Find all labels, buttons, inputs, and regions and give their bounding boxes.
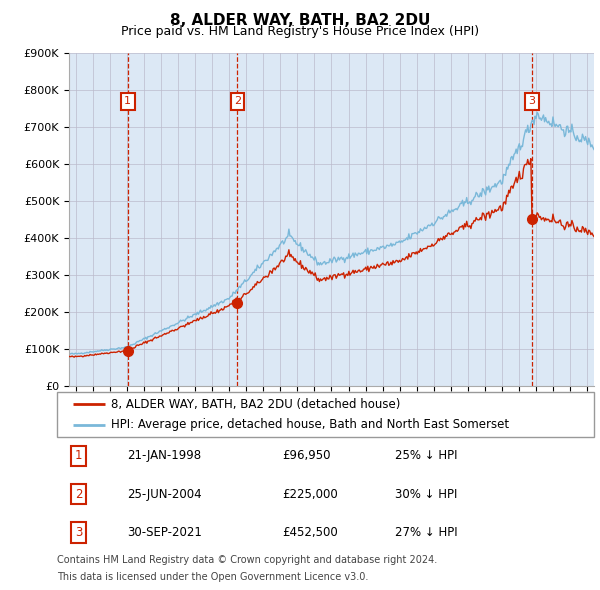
Text: 8, ALDER WAY, BATH, BA2 2DU (detached house): 8, ALDER WAY, BATH, BA2 2DU (detached ho…	[110, 398, 400, 411]
Text: Contains HM Land Registry data © Crown copyright and database right 2024.: Contains HM Land Registry data © Crown c…	[57, 555, 437, 565]
Text: 30% ↓ HPI: 30% ↓ HPI	[395, 487, 458, 501]
Text: 8, ALDER WAY, BATH, BA2 2DU: 8, ALDER WAY, BATH, BA2 2DU	[170, 13, 430, 28]
Text: 3: 3	[528, 96, 535, 106]
Text: 1: 1	[124, 96, 131, 106]
Text: This data is licensed under the Open Government Licence v3.0.: This data is licensed under the Open Gov…	[57, 572, 368, 582]
Text: £96,950: £96,950	[283, 449, 331, 463]
Text: 25% ↓ HPI: 25% ↓ HPI	[395, 449, 458, 463]
Text: 25-JUN-2004: 25-JUN-2004	[127, 487, 202, 501]
Text: 30-SEP-2021: 30-SEP-2021	[127, 526, 202, 539]
Text: 27% ↓ HPI: 27% ↓ HPI	[395, 526, 458, 539]
Text: HPI: Average price, detached house, Bath and North East Somerset: HPI: Average price, detached house, Bath…	[110, 418, 509, 431]
Text: £225,000: £225,000	[283, 487, 338, 501]
Text: 1: 1	[75, 449, 82, 463]
Text: Price paid vs. HM Land Registry's House Price Index (HPI): Price paid vs. HM Land Registry's House …	[121, 25, 479, 38]
Text: 3: 3	[75, 526, 82, 539]
Text: 21-JAN-1998: 21-JAN-1998	[127, 449, 201, 463]
Text: 2: 2	[234, 96, 241, 106]
Text: 2: 2	[75, 487, 82, 501]
FancyBboxPatch shape	[57, 392, 594, 437]
Text: £452,500: £452,500	[283, 526, 338, 539]
